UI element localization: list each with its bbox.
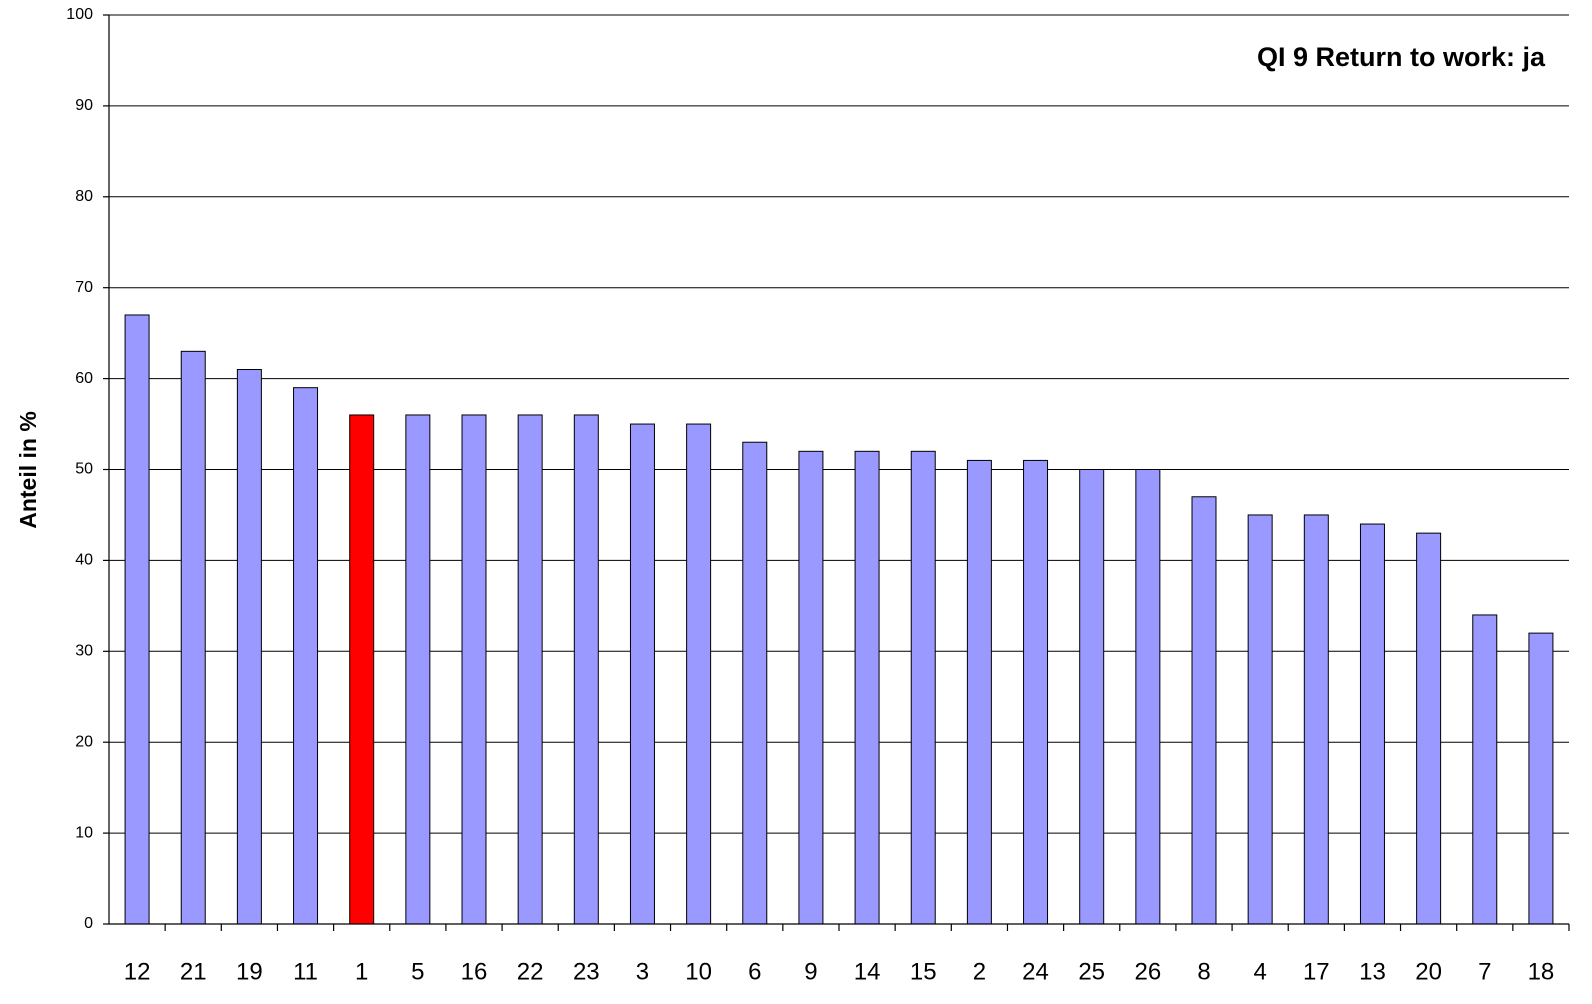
chart-title: QI 9 Return to work: ja (1257, 42, 1546, 72)
bar (798, 450, 824, 925)
bar (349, 414, 375, 925)
bar (629, 423, 655, 925)
bar (517, 414, 543, 925)
y-tick-label: 60 (75, 370, 93, 387)
x-tick-label: 15 (910, 958, 937, 985)
x-tick-label: 11 (293, 958, 318, 985)
y-tick-label: 50 (75, 461, 93, 478)
x-tick-label: 20 (1415, 958, 1442, 985)
x-tick-label: 3 (636, 958, 649, 985)
bar (124, 314, 150, 925)
x-tick-label: 19 (236, 958, 263, 985)
x-tick-label: 10 (685, 958, 712, 985)
bar (1416, 532, 1442, 925)
bar (742, 441, 768, 925)
bar (1472, 614, 1498, 925)
y-tick-label: 40 (75, 552, 93, 569)
x-tick-label: 21 (180, 958, 207, 985)
x-tick-label: 9 (804, 958, 817, 985)
x-tick-label: 5 (411, 958, 424, 985)
bar (966, 459, 992, 925)
bar (1303, 514, 1329, 925)
x-tick-label: 13 (1359, 958, 1386, 985)
y-tick-label: 10 (75, 824, 93, 841)
bar (180, 350, 206, 925)
bar (1191, 496, 1217, 925)
bar (1079, 469, 1105, 925)
y-tick-label: 80 (75, 188, 93, 205)
x-tick-label: 1 (355, 958, 368, 985)
x-tick-label: 26 (1134, 958, 1161, 985)
x-tick-label: 24 (1022, 958, 1049, 985)
bar (573, 414, 599, 925)
bar (1135, 469, 1161, 925)
bar (293, 387, 319, 925)
y-tick-label: 100 (66, 6, 93, 23)
y-tick-label: 20 (75, 733, 93, 750)
bar (1023, 459, 1049, 925)
x-tick-label: 6 (748, 958, 761, 985)
y-axis-label: Anteil in % (15, 411, 41, 529)
x-tick-label: 2 (973, 958, 986, 985)
x-tick-label: 7 (1478, 958, 1491, 985)
y-tick-label: 0 (84, 915, 93, 932)
x-tick-label: 17 (1303, 958, 1330, 985)
bar (1247, 514, 1273, 925)
y-tick-label: 70 (75, 279, 93, 296)
bar (1359, 523, 1385, 925)
x-tick-label: 16 (461, 958, 488, 985)
bar (1528, 632, 1554, 925)
x-tick-label: 18 (1528, 958, 1555, 985)
x-tick-label: 25 (1078, 958, 1105, 985)
bar (686, 423, 712, 925)
x-tick-label: 23 (573, 958, 600, 985)
bar (236, 369, 262, 925)
bar (854, 450, 880, 925)
bar (461, 414, 487, 925)
y-tick-label: 30 (75, 643, 93, 660)
bar (910, 450, 936, 925)
x-tick-label: 4 (1253, 958, 1266, 985)
x-tick-label: 14 (854, 958, 881, 985)
y-tick-label: 90 (75, 97, 93, 114)
x-tick-label: 8 (1197, 958, 1210, 985)
x-tick-label: 22 (517, 958, 544, 985)
x-tick-label: 12 (124, 958, 151, 985)
bar (405, 414, 431, 925)
